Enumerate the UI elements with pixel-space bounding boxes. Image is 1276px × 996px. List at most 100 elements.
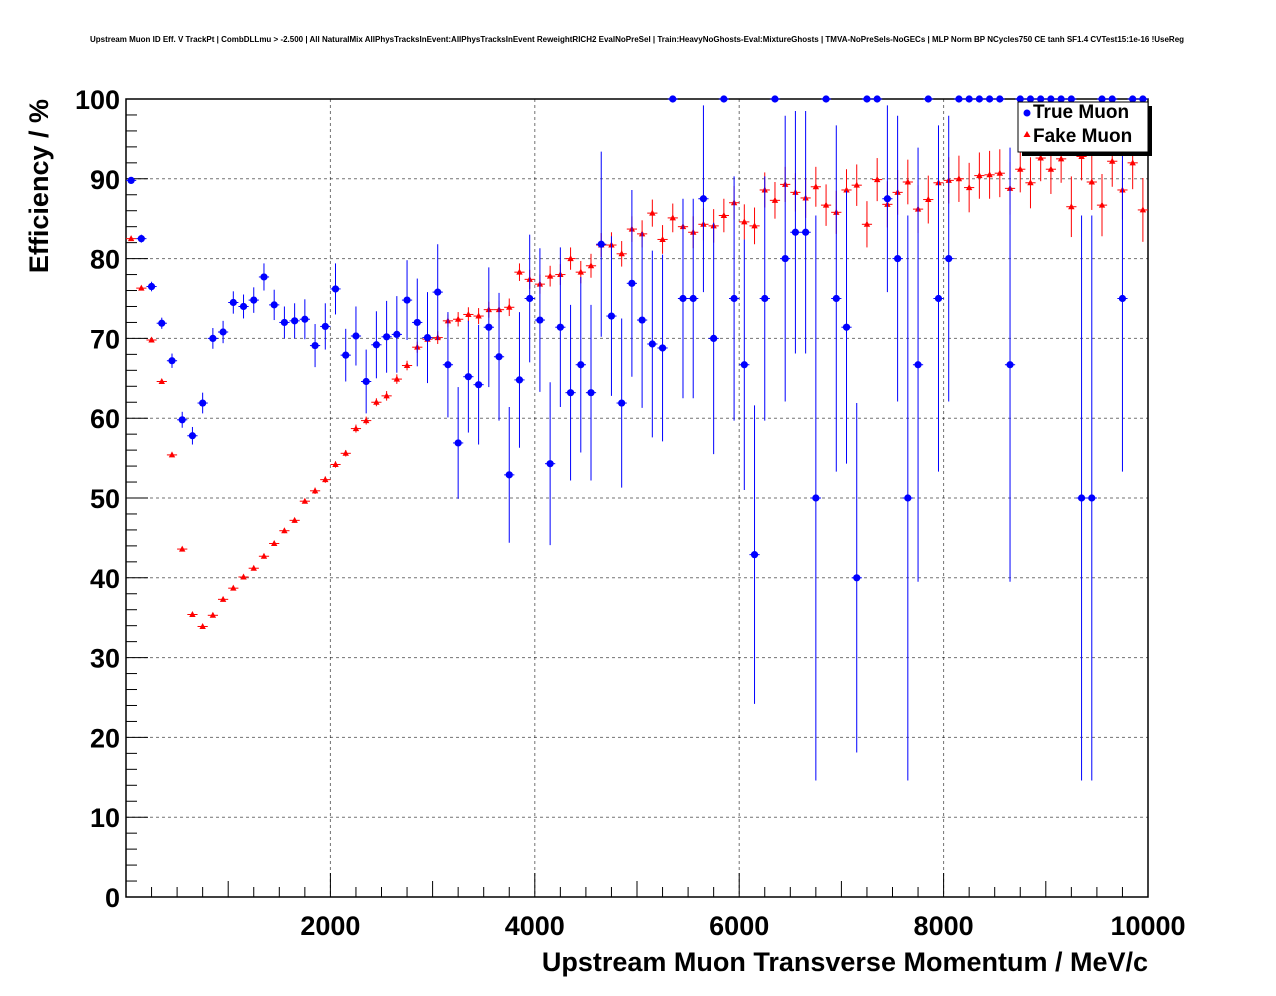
data-point-fake-muon bbox=[649, 209, 656, 216]
data-point-fake-muon bbox=[1129, 159, 1136, 166]
data-point-true-muon bbox=[587, 389, 595, 397]
data-point-true-muon bbox=[955, 95, 963, 103]
data-point-fake-muon bbox=[291, 516, 298, 523]
data-point-true-muon bbox=[740, 361, 748, 369]
data-point-true-muon bbox=[832, 294, 840, 303]
data-point-fake-muon bbox=[1109, 157, 1116, 164]
data-point-true-muon bbox=[219, 328, 227, 336]
data-point-true-muon bbox=[321, 322, 329, 331]
data-point-fake-muon bbox=[587, 262, 595, 269]
data-point-fake-muon bbox=[281, 527, 288, 534]
data-point-fake-muon bbox=[1027, 179, 1034, 186]
data-point-true-muon bbox=[158, 319, 166, 327]
data-point-fake-muon bbox=[322, 476, 329, 483]
data-point-true-muon bbox=[894, 255, 902, 263]
data-point-true-muon bbox=[853, 574, 861, 582]
series-true-muon bbox=[126, 95, 1148, 781]
data-point-true-muon bbox=[985, 95, 994, 103]
data-point-fake-muon bbox=[352, 425, 360, 432]
data-point-true-muon bbox=[1037, 95, 1045, 103]
legend: True Muon Fake Muon bbox=[1017, 101, 1152, 156]
data-point-true-muon bbox=[822, 95, 830, 103]
data-point-true-muon bbox=[699, 195, 708, 203]
data-point-fake-muon bbox=[1068, 203, 1075, 210]
data-point-fake-muon bbox=[189, 611, 196, 618]
data-point-fake-muon bbox=[986, 171, 993, 178]
data-point-true-muon bbox=[291, 317, 299, 325]
data-point-fake-muon bbox=[873, 176, 881, 183]
x-tick-label: 10000 bbox=[1110, 911, 1185, 941]
data-point-fake-muon bbox=[127, 235, 135, 242]
data-point-fake-muon bbox=[168, 451, 176, 458]
x-axis-label: Upstream Muon Transverse Momentum / MeV/… bbox=[542, 947, 1148, 977]
data-point-fake-muon bbox=[260, 552, 268, 559]
y-tick-label: 60 bbox=[90, 404, 120, 434]
data-point-fake-muon bbox=[812, 183, 820, 190]
data-point-fake-muon bbox=[332, 460, 339, 467]
data-point-true-muon bbox=[904, 494, 912, 502]
data-point-fake-muon bbox=[342, 449, 349, 456]
data-point-true-muon bbox=[147, 282, 156, 291]
data-point-true-muon bbox=[618, 399, 626, 407]
data-point-true-muon bbox=[1098, 95, 1106, 103]
data-point-fake-muon bbox=[1139, 206, 1147, 213]
data-point-true-muon bbox=[413, 318, 421, 327]
data-point-fake-muon bbox=[230, 584, 237, 591]
data-point-fake-muon bbox=[506, 303, 513, 310]
data-point-true-muon bbox=[791, 228, 800, 236]
data-point-true-muon bbox=[975, 95, 983, 103]
data-point-fake-muon bbox=[465, 310, 472, 317]
data-point-true-muon bbox=[260, 273, 268, 281]
data-point-fake-muon bbox=[567, 255, 574, 262]
data-point-true-muon bbox=[301, 315, 309, 323]
data-point-fake-muon bbox=[240, 573, 247, 580]
y-tick-label: 20 bbox=[90, 723, 120, 753]
data-point-true-muon bbox=[1108, 95, 1116, 103]
data-point-true-muon bbox=[526, 294, 534, 303]
data-point-fake-muon bbox=[1088, 178, 1095, 185]
data-point-fake-muon bbox=[209, 611, 217, 618]
data-point-true-muon bbox=[1139, 95, 1147, 103]
data-point-true-muon bbox=[199, 399, 207, 407]
data-point-true-muon bbox=[209, 334, 217, 342]
data-point-true-muon bbox=[761, 294, 769, 303]
legend-label-fake-muon: Fake Muon bbox=[1033, 126, 1132, 147]
data-point-fake-muon bbox=[904, 178, 912, 185]
data-point-fake-muon bbox=[403, 362, 411, 369]
data-point-true-muon bbox=[883, 195, 891, 203]
data-point-fake-muon bbox=[158, 377, 165, 384]
data-point-fake-muon bbox=[1037, 154, 1044, 161]
data-point-fake-muon bbox=[393, 375, 401, 382]
data-point-true-muon bbox=[311, 341, 319, 350]
y-tick-label: 10 bbox=[90, 803, 120, 833]
data-point-true-muon bbox=[546, 460, 554, 468]
data-point-true-muon bbox=[934, 294, 943, 303]
data-point-true-muon bbox=[383, 333, 391, 341]
data-point-true-muon bbox=[1067, 95, 1075, 103]
data-point-true-muon bbox=[280, 318, 289, 327]
grid bbox=[126, 99, 1148, 897]
data-point-fake-muon bbox=[659, 235, 666, 242]
data-point-fake-muon bbox=[270, 539, 278, 546]
data-point-fake-muon bbox=[138, 284, 145, 291]
x-tick-label: 2000 bbox=[300, 911, 360, 941]
y-tick-label: 100 bbox=[75, 85, 120, 115]
data-point-true-muon bbox=[423, 334, 432, 342]
y-tick-label: 30 bbox=[90, 644, 120, 674]
data-point-true-muon bbox=[1088, 494, 1096, 502]
data-point-fake-muon bbox=[454, 315, 462, 322]
legend-marker-true-muon bbox=[1023, 109, 1031, 117]
data-point-true-muon bbox=[577, 361, 585, 369]
data-point-fake-muon bbox=[669, 214, 676, 221]
data-point-true-muon bbox=[781, 255, 789, 263]
data-point-true-muon bbox=[464, 373, 472, 381]
data-point-true-muon bbox=[239, 302, 248, 311]
y-tick-label: 90 bbox=[90, 165, 120, 195]
data-point-true-muon bbox=[454, 439, 462, 447]
data-point-true-muon bbox=[1016, 95, 1024, 103]
data-point-fake-muon bbox=[720, 212, 728, 219]
data-point-true-muon bbox=[863, 95, 871, 103]
data-point-true-muon bbox=[127, 176, 135, 184]
data-point-fake-muon bbox=[965, 184, 973, 191]
